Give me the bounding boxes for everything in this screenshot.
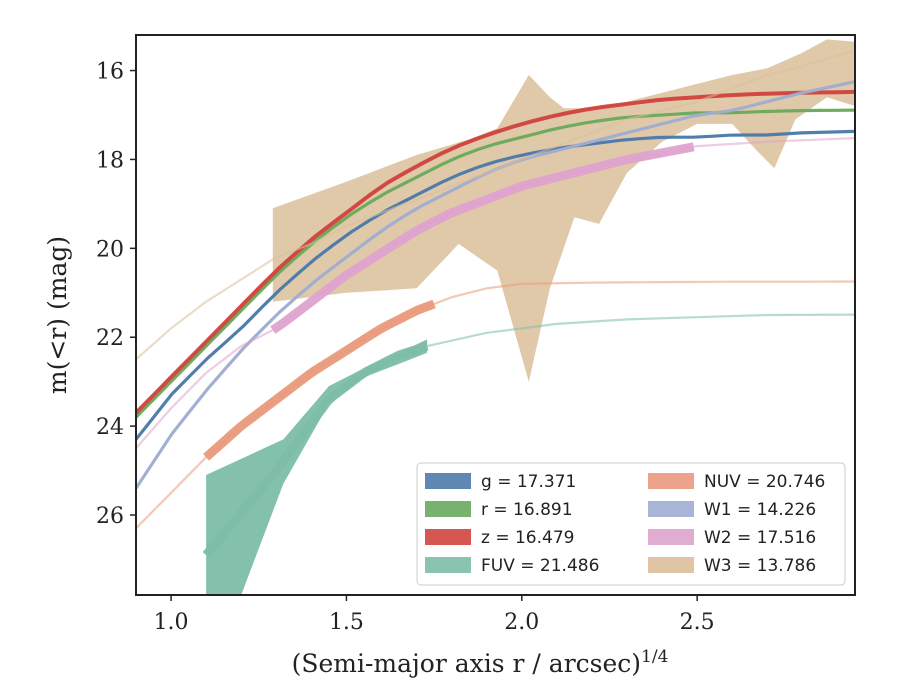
- model-curves: [136, 49, 855, 558]
- legend-label-nuv: NUV = 20.746: [704, 472, 825, 492]
- legend-swatch-r: [425, 501, 471, 517]
- curve-r: [136, 108, 855, 419]
- legend-label-w3: W3 = 13.786: [704, 556, 816, 576]
- x-tick-label: 2.5: [680, 610, 715, 635]
- legend: g = 17.371 r = 16.891 z = 16.479 FUV = 21.4…: [416, 462, 846, 586]
- axis-ticks: 1.0 1.5 2.0 2.5 16 18 20 22 24 26: [96, 60, 715, 635]
- legend-label-g: g = 17.371: [481, 472, 576, 492]
- legend-swatch-w1: [648, 501, 694, 517]
- x-axis-label-main: (Semi-major axis r / arcsec): [292, 649, 641, 678]
- legend-box: [416, 462, 846, 586]
- band-w3: [272, 39, 855, 382]
- legend-swatch-fuv: [425, 557, 471, 573]
- curve-w2: [270, 142, 695, 334]
- legend-swatch-w2: [648, 529, 694, 545]
- legend-label-r: r = 16.891: [481, 500, 573, 520]
- x-axis-label: (Semi-major axis r / arcsec)1/4: [292, 647, 669, 678]
- curve-g: [136, 129, 855, 441]
- y-tick-label: 20: [96, 237, 124, 262]
- plot-frame: [135, 34, 856, 596]
- legend-label-w1: W1 = 14.226: [704, 500, 816, 520]
- band-fuv: [206, 339, 428, 595]
- uncertainty-bands: [206, 39, 855, 595]
- x-tick-label: 2.0: [504, 610, 539, 635]
- curve-fuv: [202, 341, 429, 558]
- x-tick-label: 1.5: [329, 610, 364, 635]
- legend-label-w2: W2 = 17.516: [704, 528, 816, 548]
- legend-label-fuv: FUV = 21.486: [481, 556, 599, 576]
- y-tick-label: 26: [96, 504, 124, 529]
- y-tick-label: 24: [96, 415, 124, 440]
- y-tick-label: 22: [96, 326, 124, 351]
- legend-swatch-g: [425, 473, 471, 489]
- legend-swatch-nuv: [648, 473, 694, 489]
- y-tick-label: 18: [96, 148, 124, 173]
- curve-z: [136, 89, 855, 415]
- legend-swatch-w3: [648, 557, 694, 573]
- curve-nuv: [203, 299, 436, 461]
- y-axis-label: m(<r) (mag): [43, 236, 72, 394]
- legend-label-z: z = 16.479: [481, 528, 574, 548]
- legend-swatch-z: [425, 529, 471, 545]
- y-tick-label: 16: [96, 60, 124, 85]
- x-axis-label-superscript: 1/4: [641, 647, 668, 667]
- curve-faint-w3: [136, 49, 855, 361]
- x-tick-label: 1.0: [154, 610, 189, 635]
